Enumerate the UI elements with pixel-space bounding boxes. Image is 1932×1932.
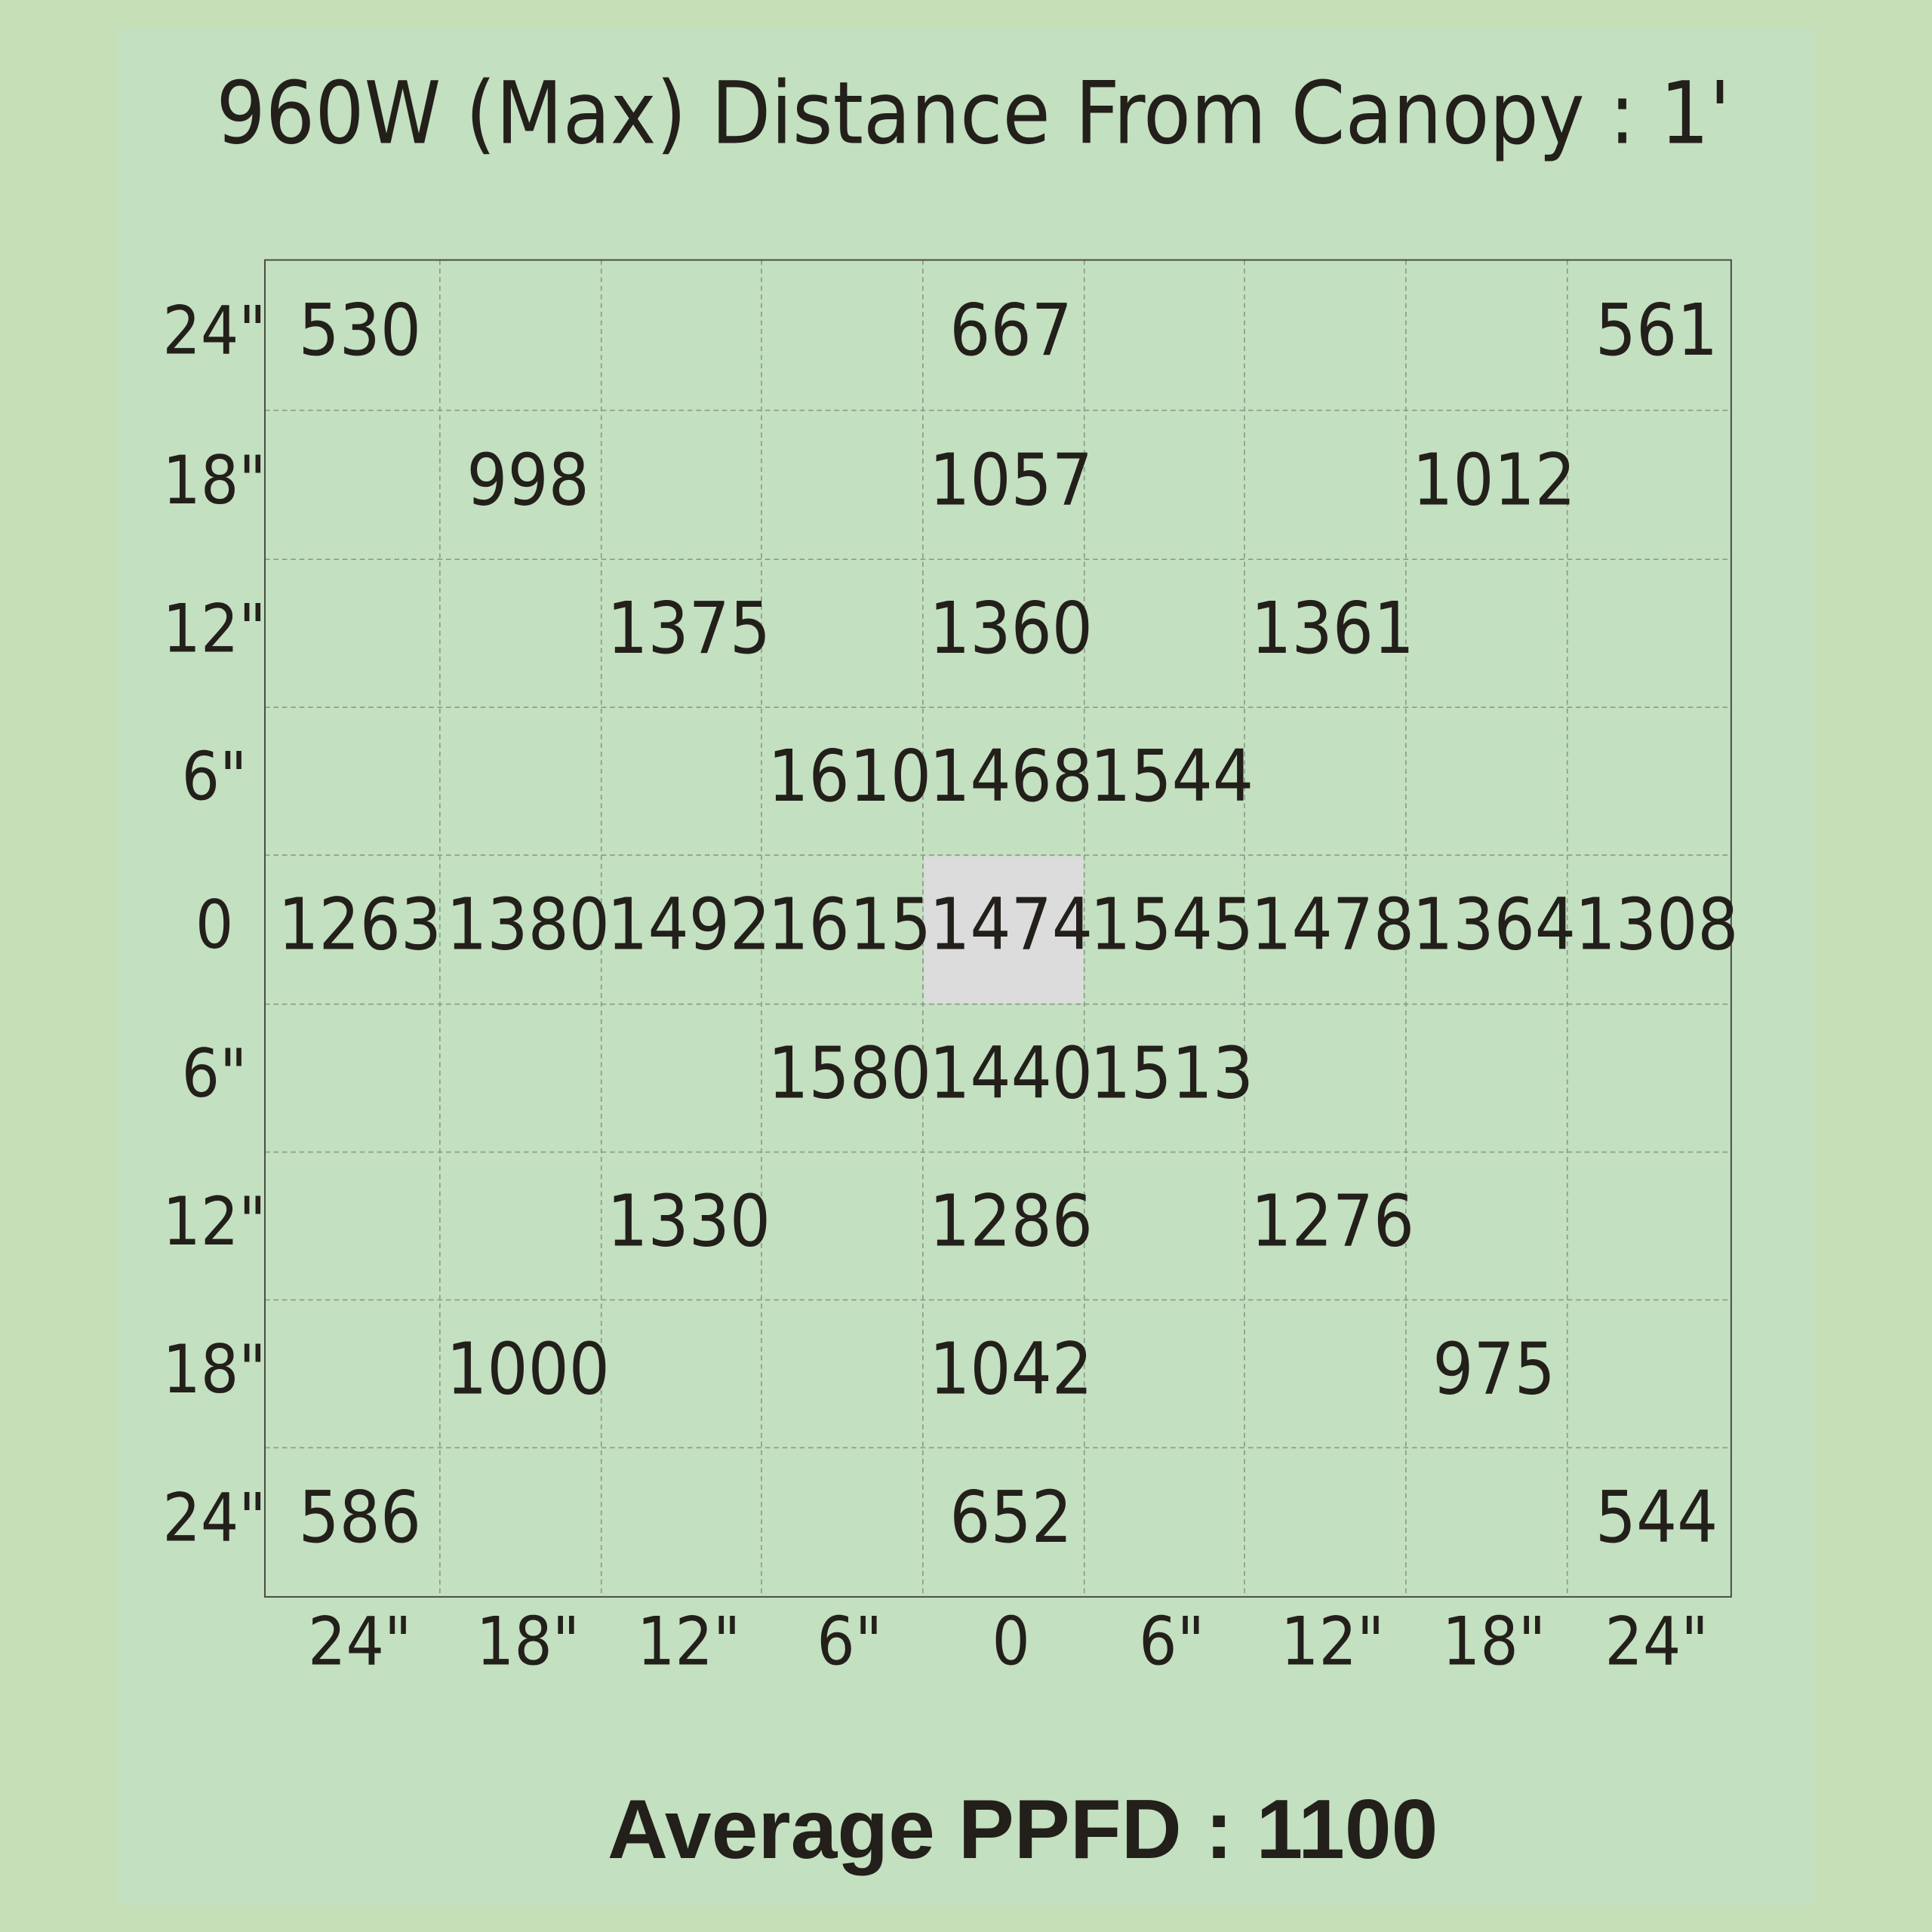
ppfd-value: 1276 bbox=[1251, 1180, 1414, 1263]
row-label: 0 bbox=[195, 886, 233, 964]
column-label: 24" bbox=[308, 1603, 411, 1681]
ppfd-value: 1012 bbox=[1412, 438, 1576, 521]
title: 960W (Max) Distance From Canopy : 1' bbox=[216, 63, 1730, 164]
ppfd-value: 1478 bbox=[1251, 884, 1414, 967]
row-label: 18" bbox=[162, 441, 266, 519]
ppfd-value: 1513 bbox=[1090, 1032, 1254, 1115]
column-label: 18" bbox=[1442, 1603, 1546, 1681]
ppfd-value: 975 bbox=[1432, 1327, 1555, 1411]
ppfd-value: 1057 bbox=[929, 438, 1093, 521]
row-label: 12" bbox=[162, 1183, 266, 1260]
ppfd-value: 1474 bbox=[929, 884, 1093, 967]
ppfd-value: 1580 bbox=[768, 1032, 931, 1115]
column-label: 6" bbox=[1139, 1603, 1204, 1681]
column-label: 12" bbox=[1281, 1603, 1384, 1681]
column-label: 0 bbox=[992, 1603, 1029, 1681]
ppfd-value: 1440 bbox=[929, 1032, 1093, 1115]
grid-border bbox=[264, 259, 1732, 1598]
ppfd-value: 1042 bbox=[929, 1327, 1093, 1411]
ppfd-value: 530 bbox=[298, 289, 421, 372]
column-label: 6" bbox=[817, 1603, 882, 1681]
column-label: 24" bbox=[1604, 1603, 1708, 1681]
ppfd-value: 561 bbox=[1595, 289, 1718, 372]
row-label: 12" bbox=[162, 590, 266, 668]
ppfd-value: 652 bbox=[949, 1476, 1072, 1559]
column-label: 18" bbox=[476, 1603, 580, 1681]
row-label: 24" bbox=[162, 1479, 266, 1557]
row-label: 6" bbox=[182, 1035, 248, 1112]
ppfd-value: 1545 bbox=[1090, 884, 1254, 967]
column-label: 12" bbox=[637, 1603, 740, 1681]
ppfd-value: 544 bbox=[1595, 1476, 1718, 1559]
ppfd-value: 1615 bbox=[768, 884, 931, 967]
ppfd-value: 1364 bbox=[1412, 884, 1576, 967]
ppfd-value: 1380 bbox=[446, 884, 610, 967]
ppfd-value: 1375 bbox=[607, 587, 771, 670]
ppfd-value: 667 bbox=[949, 289, 1072, 372]
ppfd-value: 1263 bbox=[278, 884, 441, 967]
row-label: 24" bbox=[162, 291, 266, 369]
ppfd-value: 1330 bbox=[607, 1180, 771, 1263]
row-label: 18" bbox=[162, 1331, 266, 1408]
ppfd-value: 1286 bbox=[929, 1180, 1093, 1263]
center-highlight bbox=[924, 856, 1084, 1003]
average-ppfd: Average PPFD : 1100 bbox=[608, 1782, 1438, 1876]
ppfd-value: 1000 bbox=[446, 1327, 610, 1411]
ppfd-value: 1468 bbox=[929, 735, 1093, 818]
ppfd-value: 1360 bbox=[929, 587, 1093, 670]
ppfd-value: 1308 bbox=[1575, 884, 1739, 967]
row-label: 6" bbox=[182, 738, 248, 816]
ppfd-value: 998 bbox=[466, 438, 589, 521]
ppfd-value: 1610 bbox=[768, 735, 931, 818]
ppfd-value: 586 bbox=[298, 1476, 421, 1559]
ppfd-value: 1361 bbox=[1251, 587, 1414, 670]
ppfd-value: 1492 bbox=[607, 884, 771, 967]
ppfd-value: 1544 bbox=[1090, 735, 1254, 818]
grid: 24" 18" 12" 6" 0 6" 12" 18" 24" 24" 18" 12" 6" 0 6" 12"… bbox=[162, 259, 1739, 1681]
